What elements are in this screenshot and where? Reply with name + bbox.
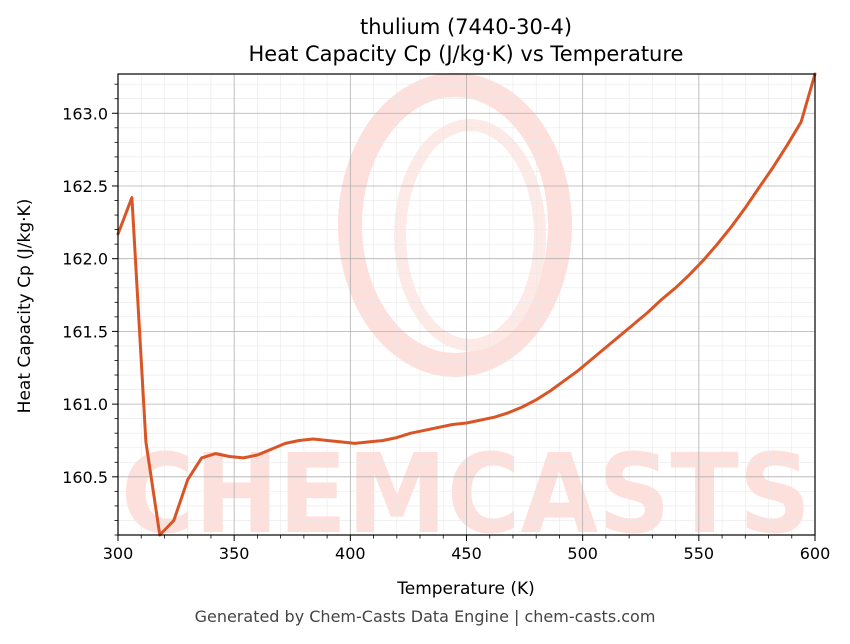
chemcasts-watermark: CHEMCASTS xyxy=(121,73,811,558)
y-tick-label: 161.5 xyxy=(62,322,108,341)
watermark-swirl-inner xyxy=(394,119,546,351)
x-tick-label: 350 xyxy=(219,544,250,563)
x-tick-label: 400 xyxy=(335,544,366,563)
x-axis-label: Temperature (K) xyxy=(396,579,535,599)
y-tick-labels: 160.5 161.0 161.5 162.0 162.5 163.0 xyxy=(62,104,108,487)
x-tick-labels: 300 350 400 450 500 550 600 xyxy=(103,544,831,563)
chart-title: thulium (7440-30-4) xyxy=(360,15,572,39)
x-tick-label: 450 xyxy=(451,544,482,563)
chart-subtitle: Heat Capacity Cp (J/kg·K) vs Temperature xyxy=(249,42,684,66)
footer-credit: Generated by Chem-Casts Data Engine | ch… xyxy=(194,607,656,626)
y-tick-label: 162.5 xyxy=(62,177,108,196)
x-tick-label: 550 xyxy=(684,544,715,563)
y-tick-label: 163.0 xyxy=(62,104,108,123)
ticks xyxy=(112,83,816,541)
x-tick-label: 500 xyxy=(567,544,598,563)
x-tick-label: 300 xyxy=(103,544,134,563)
y-tick-label: 162.0 xyxy=(62,250,108,269)
series-line xyxy=(116,72,817,537)
y-tick-label: 161.0 xyxy=(62,395,108,414)
y-tick-label: 160.5 xyxy=(62,468,108,487)
y-axis-label: Heat Capacity Cp (J/kg·K) xyxy=(15,199,35,414)
x-tick-label: 600 xyxy=(800,544,831,563)
